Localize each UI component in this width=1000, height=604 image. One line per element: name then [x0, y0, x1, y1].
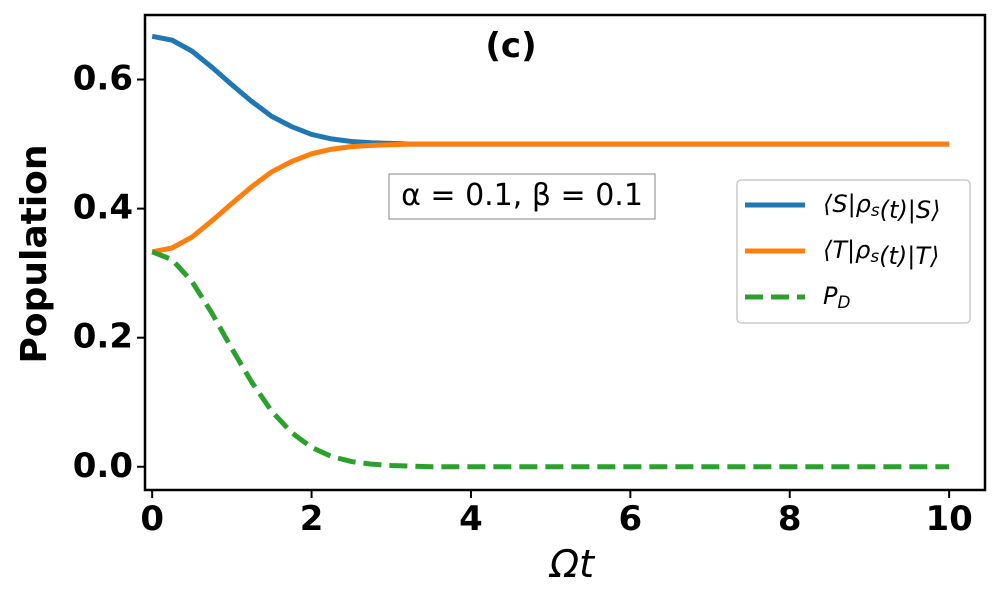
y-tick-label: 0.6: [73, 58, 133, 98]
x-tick-label: 4: [459, 499, 483, 539]
x-tick-label: 10: [925, 499, 972, 539]
chart-title: (c): [485, 26, 536, 66]
x-tick-label: 0: [140, 499, 164, 539]
annotation-box: [388, 173, 656, 220]
x-axis-label: Ωt: [548, 542, 596, 586]
series-line: [151, 141, 950, 255]
x-tick-label: 6: [619, 499, 643, 539]
y-axis-label: Population: [14, 144, 55, 363]
y-tick-label: 0.4: [73, 187, 133, 227]
plot-frame: [143, 13, 987, 492]
series-line: [151, 249, 950, 470]
legend-label: PD: [823, 282, 850, 312]
legend-label: ⟨T|ρs(t)|T⟩: [823, 236, 939, 270]
y-tick-label: 0.2: [73, 316, 133, 356]
x-tick-label: 2: [300, 499, 324, 539]
legend-label: ⟨S|ρs(t)|S⟩: [823, 190, 941, 224]
y-tick-label: 0.0: [73, 445, 133, 485]
annotation: α = 0.1, β = 0.1: [401, 178, 643, 213]
legend-box: [736, 179, 971, 324]
x-tick-label: 8: [778, 499, 802, 539]
